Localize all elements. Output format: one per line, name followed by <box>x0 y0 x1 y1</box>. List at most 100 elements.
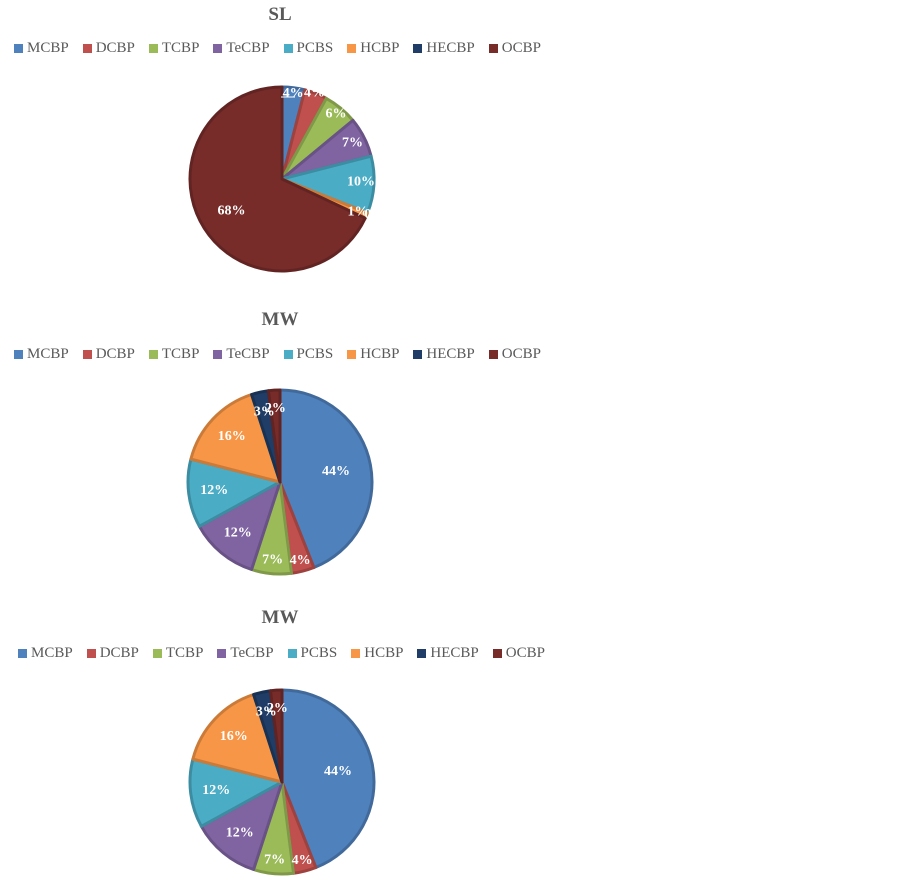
legend-swatch <box>14 44 23 53</box>
legend-label: TCBP <box>161 40 200 56</box>
legend-swatch <box>488 350 498 359</box>
legend-item-tcbp: TCBP <box>152 645 204 662</box>
data-label-tcbp: 6% <box>326 106 347 121</box>
legend-item-mcbp: MCBP <box>18 645 73 662</box>
legend-label: HCBP <box>360 40 400 56</box>
chart-legend: MCBP DCBP TCBP TeCBP PCBS HCBP HECBP OCBP <box>14 346 555 363</box>
legend-label: HECBP <box>426 40 475 56</box>
pie-slice-mcbp <box>278 388 374 570</box>
data-label-hcbp: 16% <box>218 429 246 444</box>
data-label-hecbp: 0% <box>364 207 385 222</box>
legend-label: TeCBP <box>230 645 274 661</box>
data-label-hecbp: 3% <box>254 405 275 420</box>
legend-label: PCBS <box>300 645 338 661</box>
legend-item-hecbp: HECBP <box>413 40 475 57</box>
data-label-tcbp: 7% <box>262 552 283 567</box>
legend-item-tecbp: TeCBP <box>217 645 274 662</box>
pie-slice-ocbp <box>268 688 284 784</box>
legend-swatch <box>413 44 423 53</box>
legend-label: DCBP <box>99 645 139 661</box>
data-label-ocbp: 68% <box>218 204 246 219</box>
legend-label: PCBS <box>296 346 334 362</box>
legend-swatch <box>413 350 423 359</box>
chart-panel-sl: SL MCBP DCBP TCBP TeCBP PCBS HCBP HECBP OCBP 4%… <box>0 0 560 300</box>
chart-panel-mw-2: MW MCBP DCBP TCBP TeCBP PCBS HCBP HECBP OCBP 44… <box>0 603 560 880</box>
pie-chart: 44% 4% 7% 12% 12% 16% 3%2% <box>186 388 374 576</box>
pie-slice-ocbp <box>188 85 367 273</box>
legend-item-hecbp: HECBP <box>417 645 479 662</box>
legend-item-hcbp: HCBP <box>351 645 403 662</box>
legend-swatch <box>148 44 158 53</box>
data-label-pcbs: 10% <box>347 175 375 190</box>
pie-slice-mcbp <box>280 688 376 870</box>
data-label-tecbp: 12% <box>224 526 252 541</box>
legend-item-hcbp: HCBP <box>347 40 399 57</box>
legend-label: PCBS <box>296 40 334 56</box>
data-label-mcbp: 4% <box>283 86 304 101</box>
legend-item-pcbs: PCBS <box>283 346 334 363</box>
legend-item-pcbs: PCBS <box>287 645 338 662</box>
legend-swatch <box>492 649 502 658</box>
legend-item-hecbp: HECBP <box>413 346 475 363</box>
legend-item-ocbp: OCBP <box>488 40 541 57</box>
data-label-dcbp: 4% <box>290 553 311 568</box>
chart-panel-mw: MW MCBP DCBP TCBP TeCBP PCBS HCBP HECBP OCBP 44… <box>0 305 560 600</box>
legend-item-tecbp: TeCBP <box>213 346 270 363</box>
legend-item-dcbp: DCBP <box>82 40 135 57</box>
legend-label: DCBP <box>95 40 135 56</box>
legend-item-tcbp: TCBP <box>148 40 200 57</box>
legend-swatch <box>213 44 223 53</box>
legend-item-ocbp: OCBP <box>492 645 545 662</box>
data-label-mcbp: 44% <box>324 764 352 779</box>
legend-label: OCBP <box>505 645 545 661</box>
legend-item-pcbs: PCBS <box>283 40 334 57</box>
chart-title: SL <box>268 4 292 25</box>
legend-label: MCBP <box>27 40 69 56</box>
data-label-hcbp: 16% <box>220 729 248 744</box>
legend-item-tecbp: TeCBP <box>213 40 270 57</box>
legend-item-ocbp: OCBP <box>488 346 541 363</box>
legend-label: HECBP <box>430 645 479 661</box>
data-label-hcbp: 1% <box>348 204 369 219</box>
legend-swatch <box>287 649 297 658</box>
data-label-pcbs: 12% <box>200 483 228 498</box>
data-label-mcbp: 44% <box>322 464 350 479</box>
legend-swatch <box>283 350 293 359</box>
legend-label: OCBP <box>501 40 541 56</box>
data-label-pcbs: 12% <box>202 783 230 798</box>
data-label-ocbp: 2% <box>267 701 288 716</box>
legend-item-mcbp: MCBP <box>14 40 69 57</box>
data-label-dcbp: 4% <box>304 85 325 100</box>
legend-label: OCBP <box>501 346 541 362</box>
legend-swatch <box>347 44 357 53</box>
legend-label: DCBP <box>95 346 135 362</box>
chart-legend: MCBP DCBP TCBP TeCBP PCBS HCBP HECBP OCBP <box>14 40 555 57</box>
legend-swatch <box>14 350 23 359</box>
legend-label: TCBP <box>165 645 204 661</box>
legend-label: TeCBP <box>226 40 270 56</box>
legend-item-mcbp: MCBP <box>14 346 69 363</box>
legend-swatch <box>283 44 293 53</box>
data-label-hecbp: 3% <box>256 705 277 720</box>
legend-swatch <box>213 350 223 359</box>
pie-chart: 44% 4% 7% 12% 12% 16% 3%2% <box>188 688 376 876</box>
data-label-tcbp: 7% <box>264 852 285 867</box>
chart-title: MW <box>261 607 299 628</box>
legend-swatch <box>82 350 92 359</box>
legend-swatch <box>152 649 162 658</box>
legend-item-hcbp: HCBP <box>347 346 399 363</box>
legend-item-dcbp: DCBP <box>86 645 139 662</box>
pie-chart: 4% 4%6%7%10%1%0%68% <box>188 85 385 273</box>
legend-label: TeCBP <box>226 346 270 362</box>
legend-item-dcbp: DCBP <box>82 346 135 363</box>
legend-swatch <box>18 649 27 658</box>
legend-label: TCBP <box>161 346 200 362</box>
data-label-dcbp: 4% <box>292 853 313 868</box>
legend-swatch <box>86 649 96 658</box>
legend-item-tcbp: TCBP <box>148 346 200 363</box>
legend-swatch <box>351 649 361 658</box>
legend-swatch <box>82 44 92 53</box>
pie-slice-ocbp <box>266 388 282 484</box>
legend-label: MCBP <box>27 346 69 362</box>
legend-swatch <box>488 44 498 53</box>
